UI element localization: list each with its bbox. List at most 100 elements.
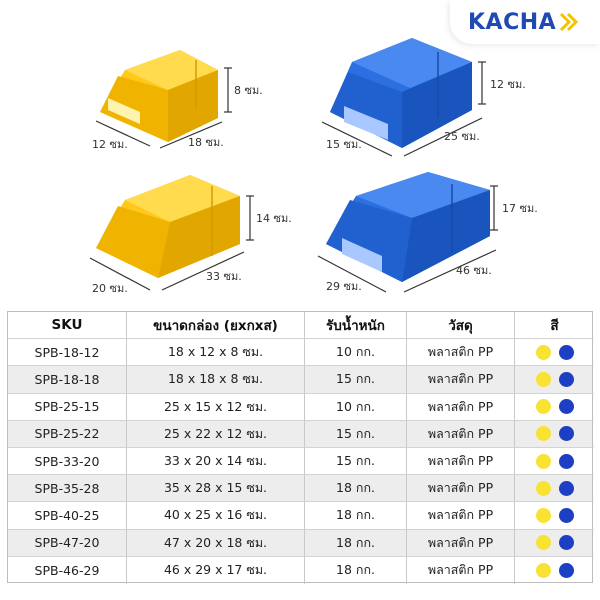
cell-sku: SPB-46-29 [8,556,127,584]
cell-size: 33 x 20 x 14 ซม. [127,447,305,476]
bin-2-height-label: 12 ซม. [490,78,526,91]
bin-3-dimensions: 14 ซม. 20 ซม. 33 ซม. [89,195,292,295]
cell-material: พลาสติก PP [407,393,515,421]
yellow-swatch [535,507,551,523]
bin-2-dimensions: 12 ซม. 15 ซม. 25 ซม. [321,61,526,157]
table-row: SPB-18-12 18 x 12 x 8 ซม. 10 กก. พลาสติก PP [8,339,594,367]
blue-swatch [558,535,574,551]
table-row: SPB-25-22 25 x 22 x 12 ซม. 15 กก. พลาสติก P… [8,420,594,448]
table-row: SPB-46-29 46 x 29 x 17 ซม. 18 กก. พลาสติก P… [8,556,594,584]
cell-color [515,339,594,367]
cell-color [515,502,594,530]
bin-3-width-label: 20 ซม. [92,282,128,295]
cell-size: 18 x 12 x 8 ซม. [127,339,305,367]
cell-color [515,530,594,557]
cell-material: พลาสติก PP [407,420,515,448]
cell-color [515,394,594,421]
cell-size: 25 x 15 x 12 ซม. [127,393,305,421]
blue-swatch [558,562,574,578]
header-material: วัสดุ [407,312,515,340]
header-sku: SKU [8,312,127,340]
cell-material: พลาสติก PP [407,339,515,367]
header-size: ขนาดกล่อง (ยxกxส) [127,312,305,340]
table-row: SPB-47-20 47 x 20 x 18 ซม. 18 กก. พลาสติก P… [8,529,594,557]
blue-swatch [558,371,574,387]
cell-load: 10 กก. [305,393,407,421]
header-color: สี [515,312,594,340]
cell-sku: SPB-18-12 [8,339,127,367]
bin-1-height-label: 8 ซม. [234,84,263,97]
yellow-swatch [535,371,551,387]
bin-3-length-label: 33 ซม. [206,270,242,283]
yellow-swatch [535,535,551,551]
cell-load: 18 กก. [305,502,407,530]
cell-sku: SPB-40-25 [8,502,127,530]
cell-color [515,557,594,584]
bin-1-dimensions: 8 ซม. 12 ซม. 18 ซม. [92,67,263,151]
cell-load: 10 กก. [305,339,407,367]
brand-logo: KACHA [450,0,600,44]
bin-4-height-label: 17 ซม. [502,202,538,215]
bin-1-width-label: 12 ซม. [92,138,128,151]
cell-material: พลาสติก PP [407,366,515,394]
cell-load: 18 กก. [305,556,407,584]
cell-size: 35 x 28 x 15 ซม. [127,475,305,503]
cell-material: พลาสติก PP [407,556,515,584]
yellow-swatch [535,344,551,360]
cell-load: 15 กก. [305,447,407,476]
cell-load: 18 กก. [305,475,407,503]
header-load: รับน้ำหนัก [305,312,407,340]
bin-3-height-label: 14 ซม. [256,212,292,225]
cell-size: 47 x 20 x 18 ซม. [127,529,305,557]
bin-small-yellow [100,50,218,142]
cell-size: 18 x 18 x 8 ซม. [127,366,305,394]
bin-4-dimensions: 17 ซม. 29 ซม. 46 ซม. [317,185,538,293]
cell-material: พลาสติก PP [407,475,515,503]
cell-sku: SPB-25-22 [8,420,127,448]
cell-size: 25 x 22 x 12 ซม. [127,420,305,448]
bin-large-yellow [96,175,240,278]
table-row: SPB-35-28 35 x 28 x 15 ซม. 18 กก. พลาสติก P… [8,475,594,503]
bins-illustration: 8 ซม. 12 ซม. 18 ซม. 12 ซม. 15 ซม. 25 ซม. [89,38,538,295]
bin-4-width-label: 29 ซม. [326,280,362,293]
cell-sku: SPB-18-18 [8,366,127,394]
blue-swatch [558,480,574,496]
cell-size: 46 x 29 x 17 ซม. [127,556,305,584]
table-row: SPB-33-20 33 x 20 x 14 ซม. 15 กก. พลาสติก P… [8,447,594,476]
yellow-swatch [535,453,551,469]
bin-large-blue [326,172,490,282]
cell-load: 15 กก. [305,366,407,394]
blue-swatch [558,453,574,469]
cell-color [515,421,594,448]
cell-material: พลาสติก PP [407,502,515,530]
cell-load: 18 กก. [305,529,407,557]
blue-swatch [558,507,574,523]
table-header-row: SKU ขนาดกล่อง (ยxกxส) รับน้ำหนัก วัสดุ ส… [8,312,594,340]
table-row: SPB-25-15 25 x 15 x 12 ซม. 10 กก. พลาสติก P… [8,393,594,421]
table-row: SPB-18-18 18 x 18 x 8 ซม. 15 กก. พลาสติก PP [8,366,594,394]
bin-2-length-label: 25 ซม. [444,130,480,143]
cell-sku: SPB-25-15 [8,393,127,421]
bin-4-length-label: 46 ซม. [456,264,492,277]
table-row: SPB-40-25 40 x 25 x 16 ซม. 18 กก. พลาสติก P… [8,502,594,530]
spec-table: SKU ขนาดกล่อง (ยxกxส) รับน้ำหนัก วัสดุ ส… [7,311,594,584]
cell-color [515,448,594,476]
blue-swatch [558,399,574,415]
cell-material: พลาสติก PP [407,447,515,476]
bin-1-length-label: 18 ซม. [188,136,224,149]
cell-load: 15 กก. [305,420,407,448]
bin-2-width-label: 15 ซม. [326,138,362,151]
cell-color [515,366,594,394]
cell-color [515,475,594,503]
logo-chevrons-icon [560,12,579,32]
yellow-swatch [535,399,551,415]
cell-sku: SPB-35-28 [8,475,127,503]
cell-material: พลาสติก PP [407,529,515,557]
yellow-swatch [535,562,551,578]
yellow-swatch [535,480,551,496]
cell-sku: SPB-47-20 [8,529,127,557]
cell-sku: SPB-33-20 [8,447,127,476]
bin-medium-blue [330,38,472,148]
blue-swatch [558,344,574,360]
blue-swatch [558,426,574,442]
